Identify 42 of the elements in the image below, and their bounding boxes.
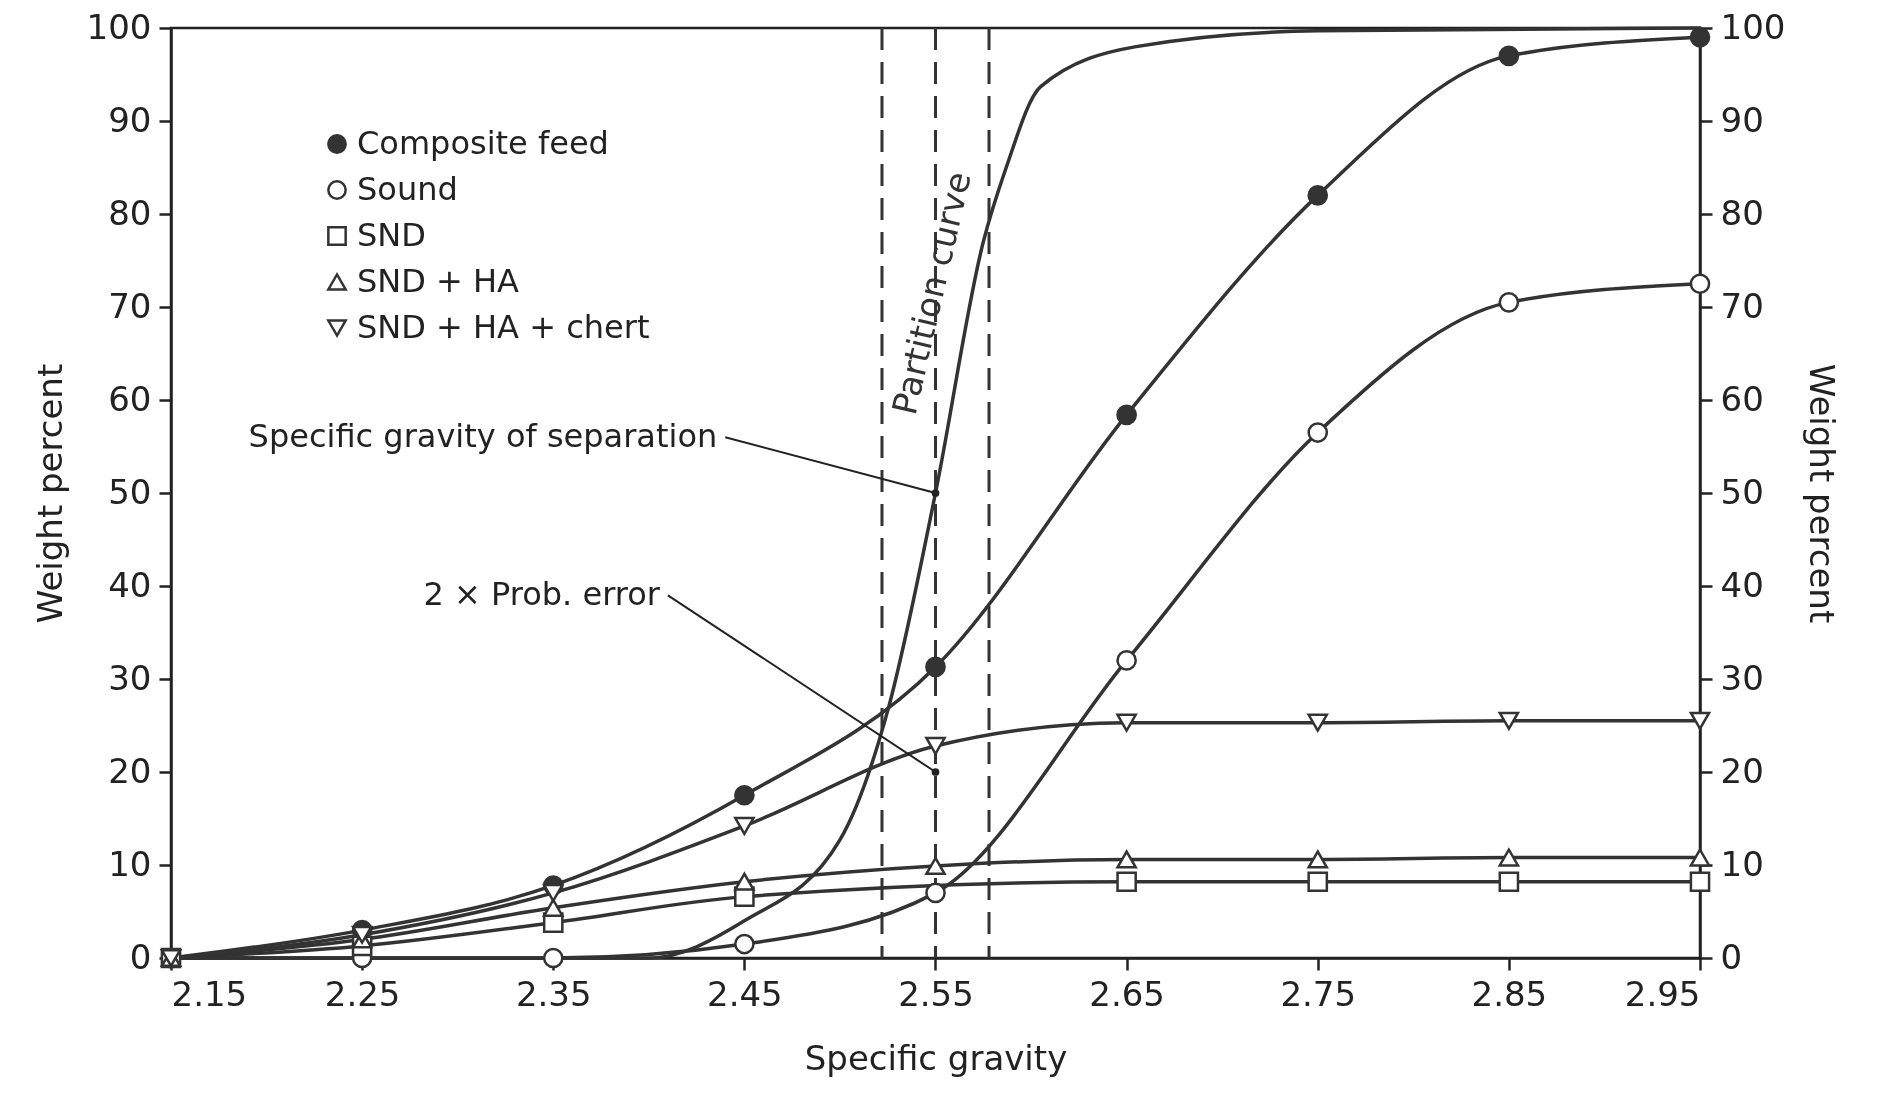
y-tick-label: 50 xyxy=(108,471,152,512)
x-tick-label: 2.65 xyxy=(1089,973,1165,1014)
annotation: Specific gravity of separation xyxy=(248,417,718,456)
legend-label: SND xyxy=(357,216,426,254)
x-tick-label: 2.75 xyxy=(1280,973,1357,1014)
y-tick-label: 20 xyxy=(108,750,152,791)
y2-tick-label: 30 xyxy=(1720,657,1764,698)
legend-label: Composite feed xyxy=(357,124,609,162)
x-tick-label: 2.55 xyxy=(898,973,974,1014)
x-tick-label: 2.35 xyxy=(515,973,592,1014)
y2-tick-label: 20 xyxy=(1720,750,1764,791)
x-axis-title: Specific gravity xyxy=(804,1037,1068,1078)
y2-tick-label: 60 xyxy=(1720,378,1764,419)
y-tick-label: 100 xyxy=(86,6,152,47)
y2-tick-label: 70 xyxy=(1720,285,1764,326)
y2-tick-label: 10 xyxy=(1720,843,1764,884)
y-axis-title: Weight percent xyxy=(29,363,70,624)
y2-axis-title: Weight percent xyxy=(1802,363,1843,624)
y-tick-label: 70 xyxy=(108,285,152,326)
y2-tick-label: 80 xyxy=(1720,192,1764,233)
x-tick-label: 2.25 xyxy=(324,973,401,1014)
x-tick-label: 2.45 xyxy=(707,973,783,1014)
legend-label: SND + HA + chert xyxy=(357,308,650,346)
x-tick-label: 2.15 xyxy=(171,973,248,1014)
y-tick-label: 30 xyxy=(108,657,152,698)
annotation: 2 × Prob. error xyxy=(423,575,661,614)
legend-label: Sound xyxy=(357,170,458,208)
y2-tick-label: 0 xyxy=(1720,936,1743,977)
y-tick-label: 10 xyxy=(108,843,152,884)
x-tick-label: 2.95 xyxy=(1624,973,1701,1014)
legend-label: SND + HA xyxy=(357,262,520,300)
y-tick-label: 90 xyxy=(108,99,152,140)
y2-tick-label: 50 xyxy=(1720,471,1764,512)
x-tick-label: 2.85 xyxy=(1471,973,1548,1014)
y2-tick-label: 100 xyxy=(1720,6,1786,47)
y-tick-label: 0 xyxy=(129,936,152,977)
y-tick-label: 80 xyxy=(108,192,152,233)
y2-tick-label: 40 xyxy=(1720,564,1764,605)
y-tick-label: 60 xyxy=(108,378,152,419)
y-tick-label: 40 xyxy=(108,564,152,605)
y2-tick-label: 90 xyxy=(1720,99,1764,140)
text: Partition curve xyxy=(884,167,979,419)
